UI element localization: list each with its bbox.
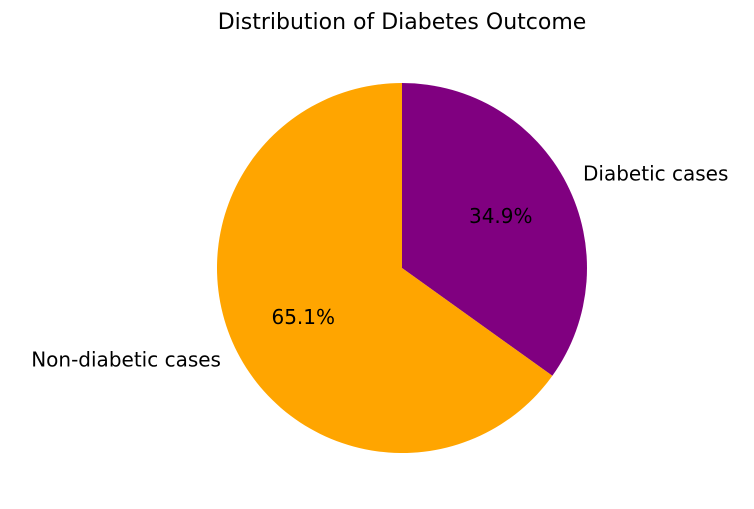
pie-slice-1	[402, 83, 588, 376]
pie-slices	[217, 83, 588, 454]
slice-percent-label: 34.9%	[469, 204, 533, 228]
pie-labels: Diabetic cases 34.9% Non-diabetic cases 65.…	[31, 162, 728, 372]
chart-title: Distribution of Diabetes Outcome	[218, 10, 587, 35]
slice-percent-label: 65.1%	[271, 305, 335, 329]
slice-category-label: Diabetic cases	[583, 162, 728, 186]
slice-category-label: Non-diabetic cases	[31, 347, 221, 371]
pie-slice-2	[217, 83, 553, 454]
